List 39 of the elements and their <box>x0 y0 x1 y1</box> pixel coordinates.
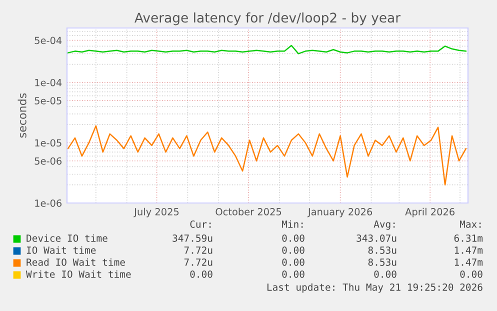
y-tick-label: 1e-04 <box>35 78 62 86</box>
text: Last update: Thu May 21 19:25:20 2026 <box>267 283 482 293</box>
y-axis-title: seconds <box>18 93 26 138</box>
chart-title: Average latency for /dev/loop2 - by year <box>134 12 401 26</box>
x-tick-label: July 2025 <box>134 208 179 218</box>
x-tick-label: October 2025 <box>216 208 282 216</box>
text: 7.72u <box>184 246 212 254</box>
text: 0.00 <box>282 234 304 242</box>
y-tick-label: 1e-05 <box>35 139 62 147</box>
text: 8.53u <box>368 258 396 266</box>
line-series <box>67 125 467 186</box>
text: 0.00 <box>190 270 212 278</box>
y-tick-label: 5e-05 <box>34 97 62 104</box>
x-tick-label: April 2026 <box>405 208 455 218</box>
text: 0.00 <box>282 258 304 266</box>
x-tick-label: January 2026 <box>307 208 372 218</box>
text: Max: <box>460 220 481 228</box>
text: 0.00 <box>374 270 396 278</box>
legend-label: Read IO Wait time <box>26 258 125 266</box>
text: 6.31m <box>454 234 483 242</box>
text: 1.47m <box>454 246 483 254</box>
text: 7.72u <box>184 258 212 266</box>
text: Cur: <box>190 220 211 228</box>
y-tick-label: 1e-06 <box>35 199 62 207</box>
text: 347.59u <box>172 234 212 242</box>
text: 0.00 <box>282 246 304 254</box>
legend-label: Device IO time <box>26 234 108 242</box>
text: 1.47m <box>454 258 483 266</box>
text: 8.53u <box>368 246 396 254</box>
y-tick-label: 5e-06 <box>34 157 62 165</box>
text: 0.00 <box>282 270 304 278</box>
text: Avg: <box>374 220 395 230</box>
text: 343.07u <box>356 234 396 242</box>
text: Min: <box>282 220 303 228</box>
text: 0.00 <box>460 270 482 278</box>
y-tick-label: 5e-04 <box>34 36 62 44</box>
legend-label: IO Wait time <box>26 246 96 254</box>
legend-label: Write IO Wait time <box>26 270 131 278</box>
line-series <box>67 44 467 54</box>
